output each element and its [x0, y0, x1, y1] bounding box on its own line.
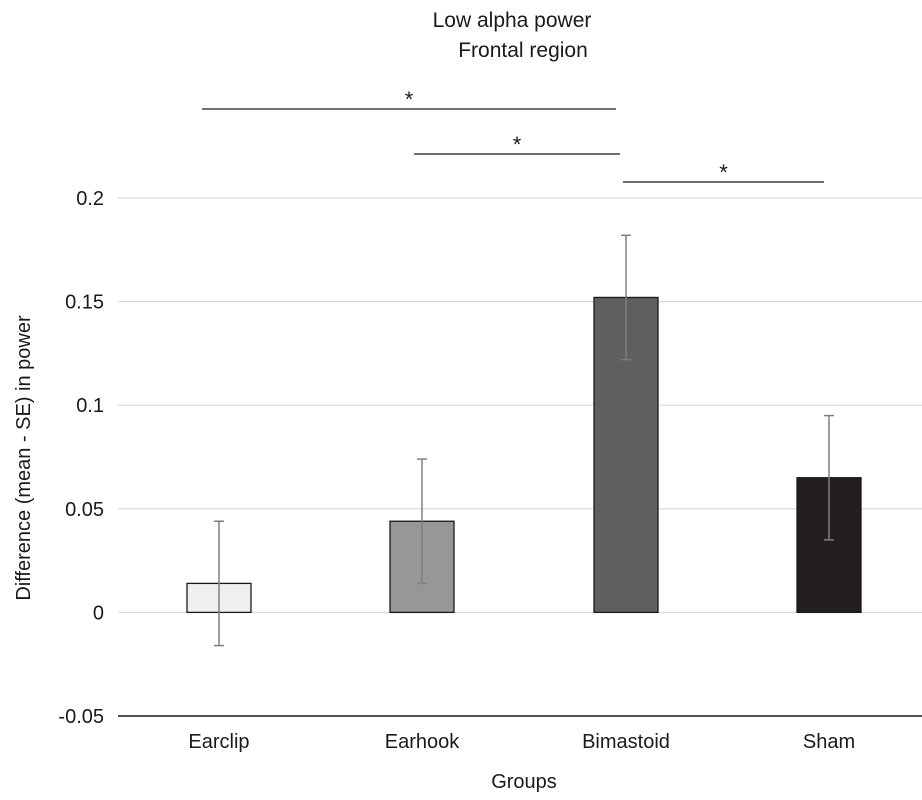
y-tick-labels: -0.05 0 0.05 0.1 0.15 0.2: [58, 188, 104, 728]
significance-star: *: [405, 87, 414, 112]
category-label: Bimastoid: [582, 731, 670, 753]
y-tick-label: 0.2: [76, 188, 104, 210]
x-axis-label: Groups: [491, 771, 557, 793]
category-label: Earhook: [385, 731, 460, 753]
chart-subtitle: Frontal region: [458, 39, 588, 62]
error-bars: [214, 234, 834, 647]
y-tick-label: 0.15: [65, 292, 104, 314]
y-tick-label: -0.05: [58, 706, 104, 728]
category-labels: Earclip Earhook Bimastoid Sham: [188, 731, 855, 753]
grid-lines: [118, 197, 922, 614]
significance-brackets: * * *: [202, 87, 824, 185]
significance-star: *: [719, 160, 728, 185]
bars: [186, 296, 862, 614]
y-axis-label: Difference (mean - SE) in power: [13, 315, 35, 601]
y-tick-label: 0.05: [65, 499, 104, 521]
chart-title: Low alpha power: [433, 9, 592, 32]
category-label: Earclip: [188, 731, 249, 753]
y-tick-label: 0: [93, 602, 104, 624]
significance-star: *: [513, 132, 522, 157]
category-label: Sham: [803, 731, 855, 753]
y-tick-label: 0.1: [76, 395, 104, 417]
